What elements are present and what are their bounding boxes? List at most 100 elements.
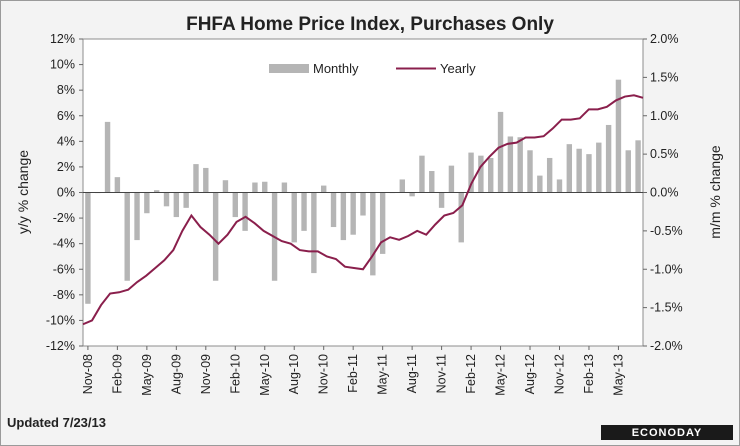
x-tick-label: Nov-08 <box>81 354 95 394</box>
x-tick-label: Aug-12 <box>523 354 537 394</box>
x-tick-label: Nov-12 <box>552 354 566 394</box>
monthly-bar <box>419 155 425 193</box>
right-tick-label: 1.0% <box>650 109 679 123</box>
monthly-bar <box>144 192 150 214</box>
left-tick-label: 8% <box>57 83 75 97</box>
monthly-bar <box>104 121 111 193</box>
monthly-bar <box>635 140 641 193</box>
monthly-bar <box>281 182 288 193</box>
monthly-bar <box>301 192 307 231</box>
monthly-bar <box>497 111 504 193</box>
monthly-bar <box>163 192 170 207</box>
right-tick-label: -1.5% <box>650 301 683 315</box>
x-tick-label: May-10 <box>258 354 272 396</box>
monthly-bar <box>448 165 455 193</box>
x-tick-label: May-09 <box>140 354 154 396</box>
monthly-bar <box>291 192 297 243</box>
x-tick-label: Nov-10 <box>317 354 331 394</box>
monthly-bar <box>330 192 337 228</box>
left-tick-label: 6% <box>57 109 75 123</box>
monthly-bar <box>340 192 347 241</box>
left-axis: 12% 10% 8% 6% 4% 2% 0% -2% -4% -6% -8% -10% -12% <box>46 32 83 353</box>
left-tick-label: 10% <box>50 58 75 72</box>
x-axis: Nov-08 Feb-09 May-09 Aug-09 Nov-09 Feb-10 May-… <box>81 346 625 396</box>
x-tick-label: Aug-10 <box>287 354 301 394</box>
monthly-bar <box>586 154 592 193</box>
left-tick-label: 0% <box>57 186 75 200</box>
left-tick-label: -4% <box>53 237 75 251</box>
brand-logo-text: ECONODAY <box>632 427 703 439</box>
monthly-bar <box>124 192 130 281</box>
legend-yearly-label: Yearly <box>440 61 476 76</box>
brand-logo <box>601 425 733 440</box>
monthly-bar <box>321 185 327 193</box>
left-tick-label: 2% <box>57 160 75 174</box>
monthly-bar <box>507 136 514 193</box>
monthly-bar <box>114 177 121 193</box>
legend: Monthly Yearly <box>269 61 476 76</box>
monthly-bar <box>566 144 573 193</box>
monthly-bar <box>212 192 219 281</box>
monthly-bar <box>222 180 229 193</box>
monthly-bar <box>537 175 543 193</box>
monthly-bar <box>203 167 209 193</box>
monthly-bar <box>596 142 602 193</box>
right-tick-label: -2.0% <box>650 339 683 353</box>
x-tick-label: May-12 <box>494 354 508 396</box>
monthly-bar <box>350 192 356 235</box>
monthly-bar <box>429 171 435 193</box>
monthly-bar <box>134 192 140 241</box>
monthly-bar <box>232 192 238 218</box>
legend-monthly-label: Monthly <box>313 61 359 76</box>
monthly-bar <box>193 164 199 193</box>
monthly-bar <box>517 137 523 193</box>
left-tick-label: 4% <box>57 134 75 148</box>
monthly-bar <box>153 190 160 193</box>
monthly-bar <box>556 179 563 193</box>
monthly-bar <box>85 192 91 304</box>
updated-date: Updated 7/23/13 <box>7 415 106 430</box>
monthly-bar <box>409 192 415 197</box>
right-tick-label: 2.0% <box>650 32 679 46</box>
monthly-bar <box>527 150 533 193</box>
right-axis: 2.0% 1.5% 1.0% 0.5% 0.0% -0.5% -1.0% -1.5% -2.0% <box>643 32 683 353</box>
x-tick-label: Aug-11 <box>405 354 419 393</box>
x-tick-label: Feb-12 <box>464 354 478 394</box>
monthly-bar <box>576 148 582 193</box>
x-tick-label: May-13 <box>611 354 625 396</box>
monthly-bar <box>478 155 484 193</box>
left-tick-label: 12% <box>50 32 75 46</box>
monthly-bar <box>262 181 268 193</box>
monthly-bar <box>458 192 464 243</box>
monthly-bar <box>546 157 553 193</box>
left-tick-label: -6% <box>53 262 75 276</box>
monthly-bars <box>85 79 641 304</box>
yearly-line <box>82 94 644 326</box>
legend-monthly-swatch <box>269 64 309 73</box>
right-tick-label: 0.5% <box>650 147 679 161</box>
right-axis-title: m/m % change <box>707 145 723 239</box>
x-tick-label: Feb-13 <box>582 354 596 394</box>
left-tick-label: -8% <box>53 288 75 302</box>
monthly-bar <box>173 192 180 218</box>
monthly-bar <box>488 157 494 193</box>
x-tick-label: Feb-11 <box>346 354 360 393</box>
monthly-bar <box>399 179 405 193</box>
monthly-bar <box>438 192 445 208</box>
x-tick-label: May-11 <box>376 354 390 395</box>
monthly-bar <box>468 152 474 193</box>
left-tick-label: -2% <box>53 211 75 225</box>
monthly-bar <box>605 124 612 193</box>
monthly-bar <box>311 192 317 274</box>
x-tick-label: Nov-11 <box>435 354 449 393</box>
right-tick-label: 0.0% <box>650 186 679 200</box>
right-tick-label: -0.5% <box>650 224 683 238</box>
x-tick-label: Aug-09 <box>169 354 183 394</box>
chart-title: FHFA Home Price Index, Purchases Only <box>186 14 554 35</box>
monthly-bar <box>379 192 386 254</box>
left-axis-title: y/y % change <box>15 150 31 234</box>
right-tick-label: 1.5% <box>650 70 679 84</box>
monthly-bar <box>183 192 189 208</box>
monthly-bar <box>370 192 376 276</box>
